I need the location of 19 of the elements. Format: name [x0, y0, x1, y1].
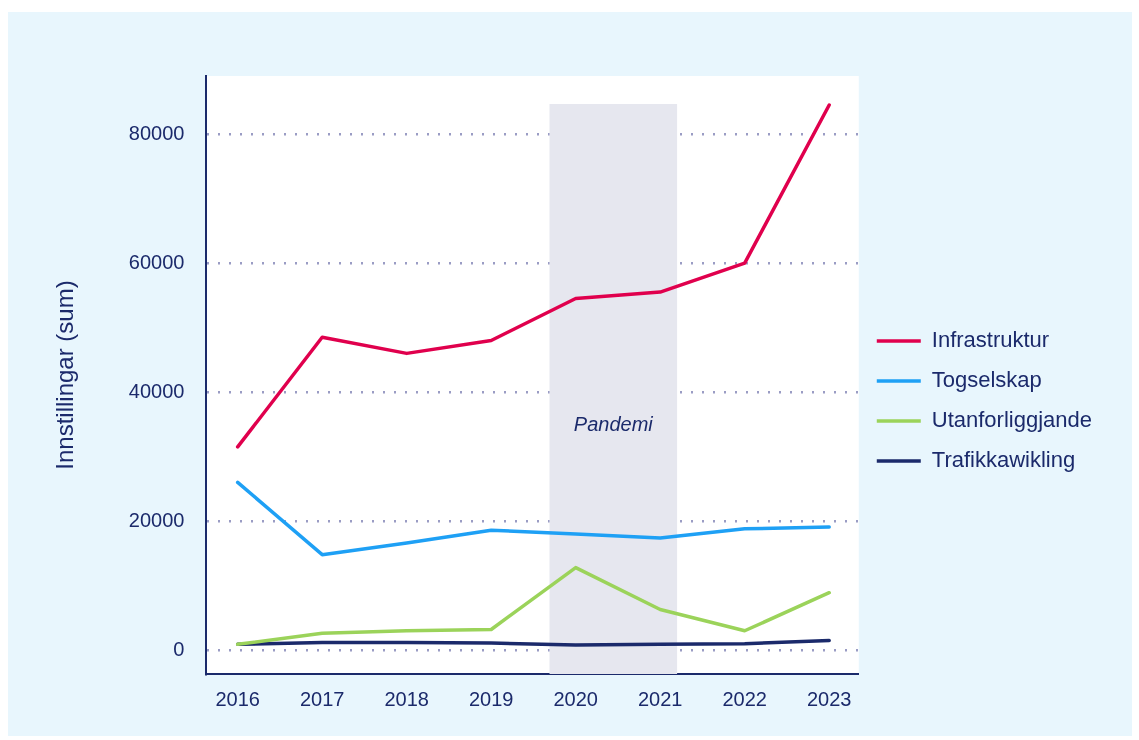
y-tick-label: 80000: [128, 121, 185, 144]
x-tick-label: 2020: [553, 687, 598, 710]
legend-label: Togselskap: [931, 367, 1042, 393]
x-tick-label: 2018: [384, 687, 429, 710]
x-tick-label: 2017: [299, 687, 345, 710]
y-tick-label: 40000: [128, 379, 185, 402]
x-tick-label: 2021: [637, 687, 683, 710]
x-tick-label: 2016: [215, 687, 260, 710]
x-tick-label: 2022: [722, 687, 767, 710]
y-axis-title: Innstillingar (sum): [51, 280, 79, 470]
band-label: Pandemi: [573, 413, 654, 436]
y-tick-label: 60000: [128, 250, 185, 273]
legend-label: Trafikkawikling: [931, 447, 1076, 473]
legend-label: Infrastruktur: [931, 327, 1050, 353]
y-tick-label: 20000: [128, 508, 185, 531]
legend-label: Utanforliggjande: [931, 407, 1093, 433]
x-tick-label: 2019: [468, 687, 514, 710]
x-tick-label: 2023: [806, 687, 852, 710]
y-tick-label: 0: [173, 637, 185, 660]
